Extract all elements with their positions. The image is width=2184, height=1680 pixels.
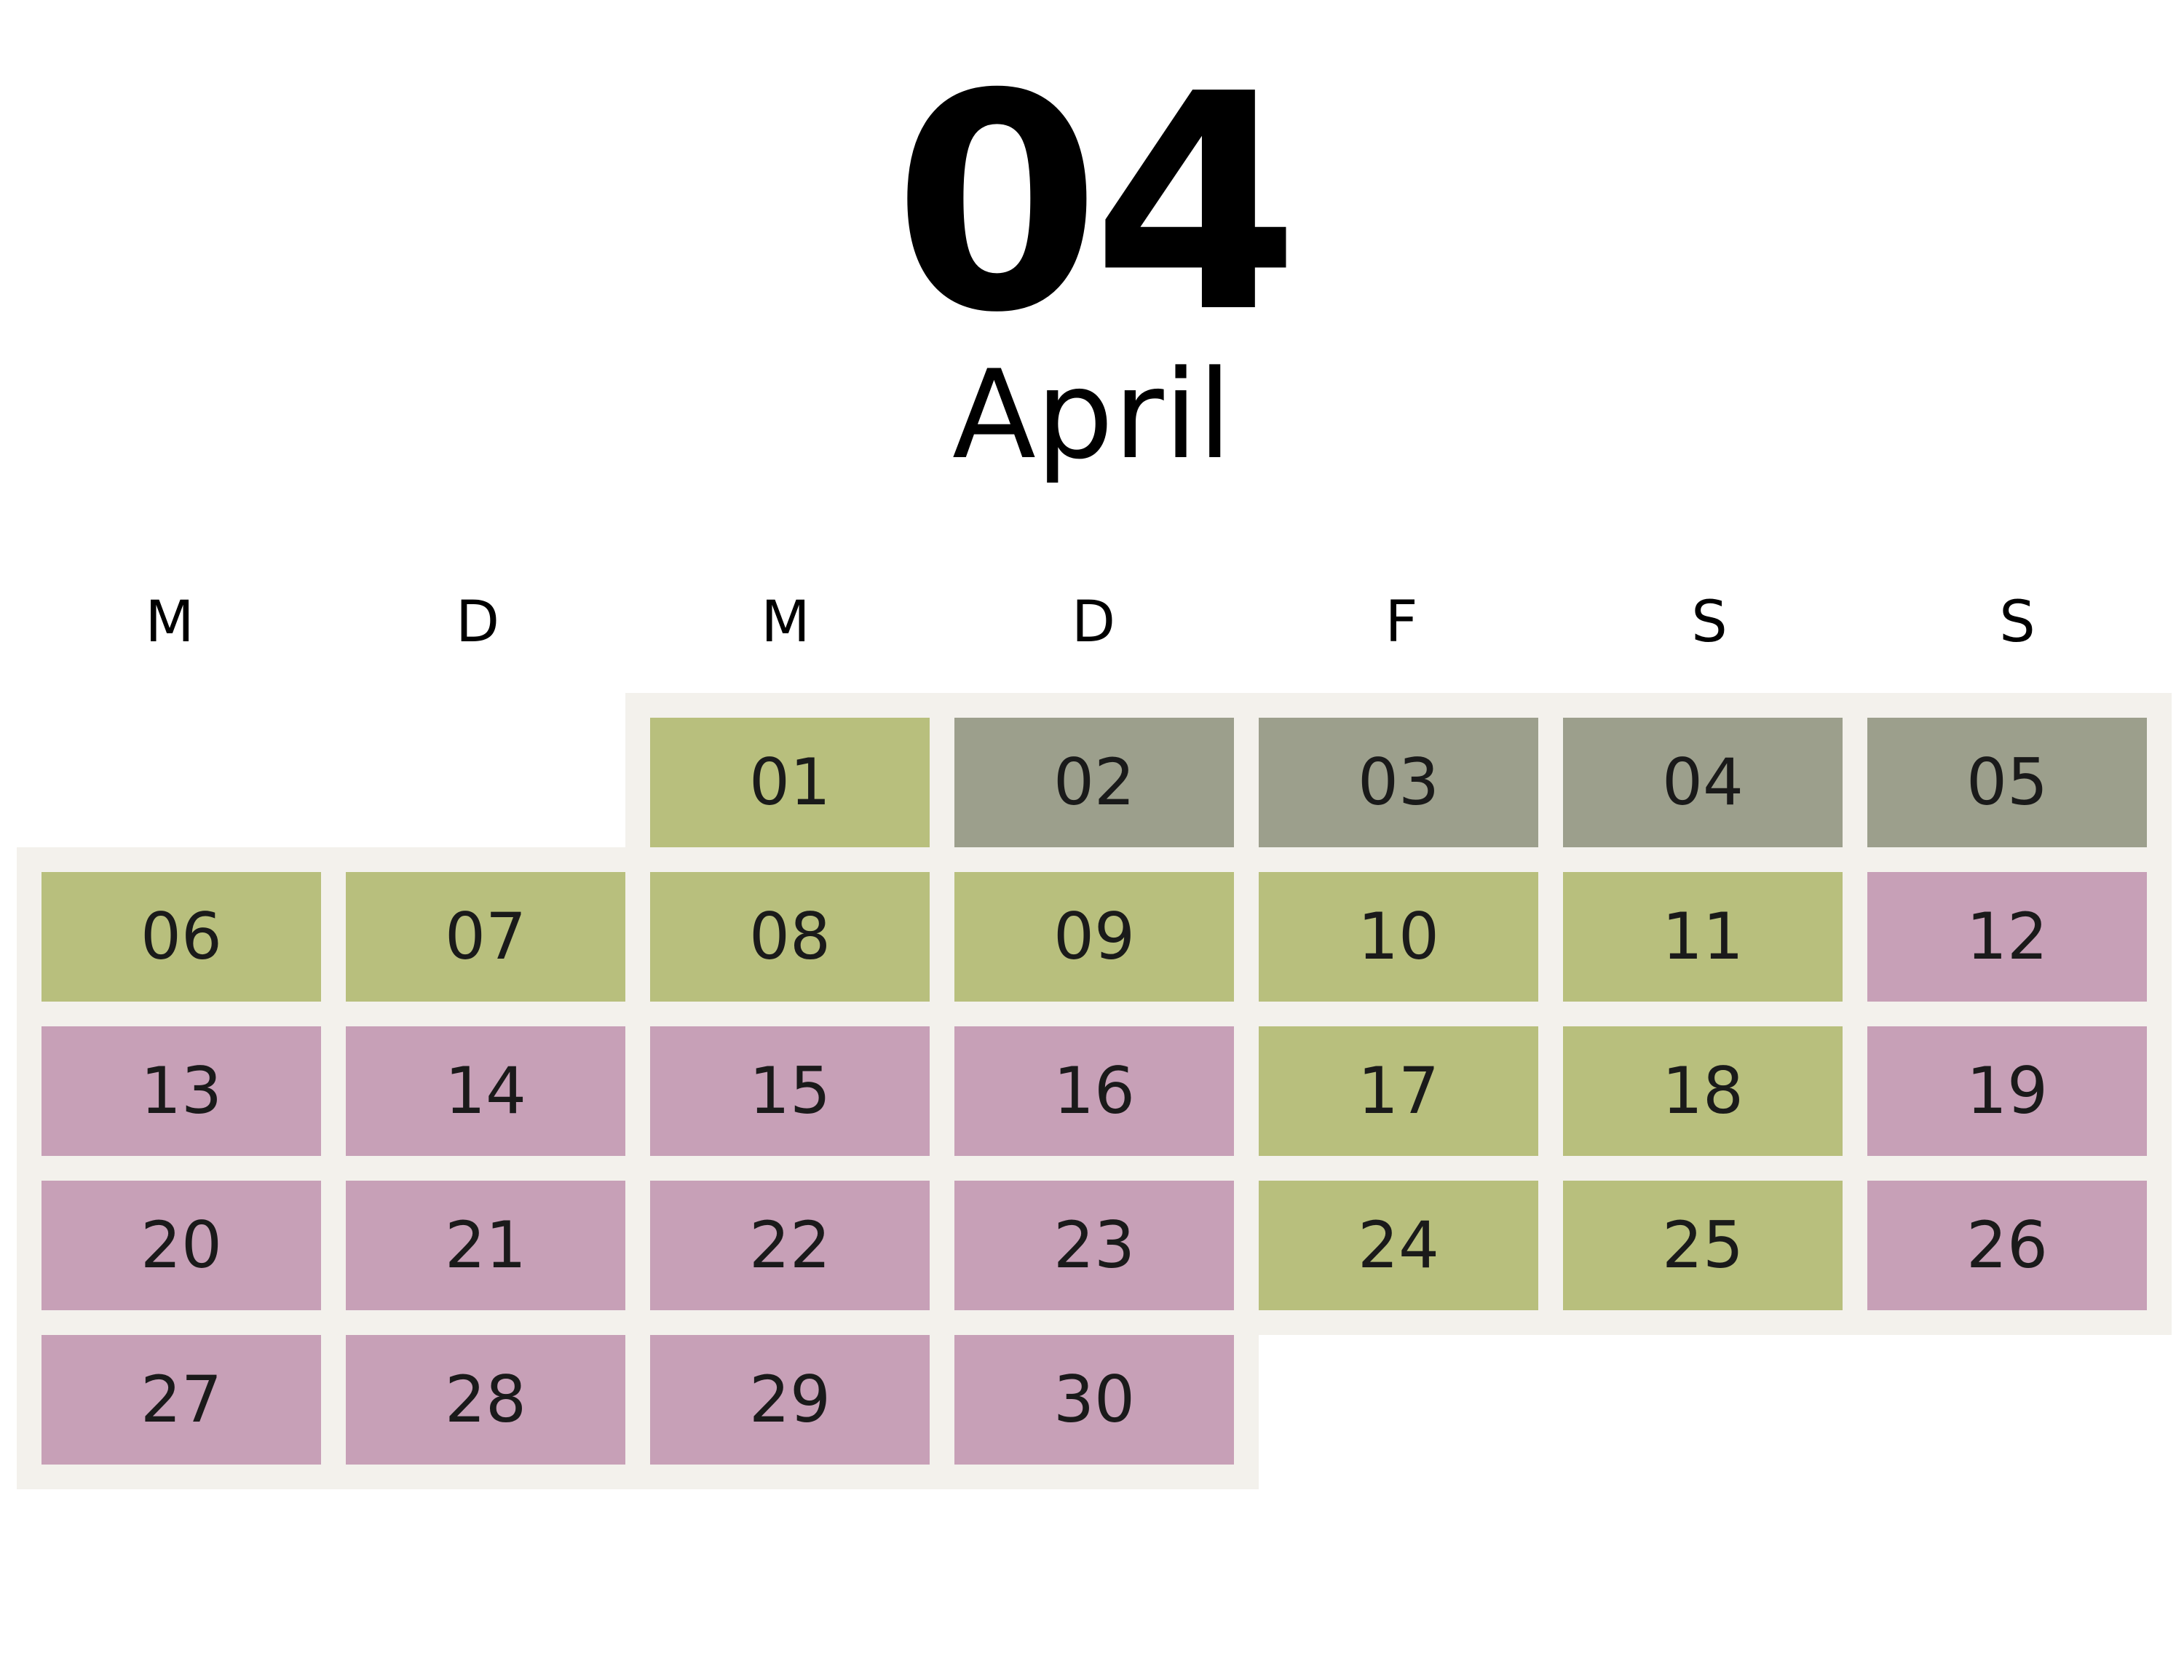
day-cell[interactable]: 07 xyxy=(346,872,625,1002)
day-cell[interactable]: 05 xyxy=(1867,718,2147,847)
day-cell[interactable]: 09 xyxy=(954,872,1234,1002)
day-cell[interactable]: 14 xyxy=(346,1026,625,1156)
day-cell[interactable]: 28 xyxy=(346,1335,625,1465)
day-cell[interactable]: 23 xyxy=(954,1181,1234,1310)
weekday-label: F xyxy=(1385,590,1418,655)
month-number: 04 xyxy=(893,30,1300,378)
day-cell[interactable]: 24 xyxy=(1259,1181,1538,1310)
weekday-label: S xyxy=(1691,590,1728,655)
day-cell[interactable]: 04 xyxy=(1563,718,1843,847)
day-cell[interactable]: 22 xyxy=(650,1181,930,1310)
day-cell[interactable]: 18 xyxy=(1563,1026,1843,1156)
day-cell[interactable]: 19 xyxy=(1867,1026,2147,1156)
weekday-label: S xyxy=(1999,590,2035,655)
day-cell[interactable]: 20 xyxy=(41,1181,321,1310)
day-cell[interactable]: 17 xyxy=(1259,1026,1538,1156)
day-cell[interactable]: 13 xyxy=(41,1026,321,1156)
day-cell[interactable]: 30 xyxy=(954,1335,1234,1465)
day-cell[interactable]: 26 xyxy=(1867,1181,2147,1310)
day-cell[interactable]: 01 xyxy=(650,718,930,847)
day-cell[interactable]: 21 xyxy=(346,1181,625,1310)
day-cell[interactable]: 10 xyxy=(1259,872,1538,1002)
day-cell[interactable]: 15 xyxy=(650,1026,930,1156)
weekday-label: D xyxy=(455,590,500,655)
weekday-label: M xyxy=(761,590,810,655)
day-cell[interactable]: 02 xyxy=(954,718,1234,847)
day-cell[interactable]: 12 xyxy=(1867,872,2147,1002)
month-name: April xyxy=(952,344,1232,486)
weekday-label: M xyxy=(145,590,194,655)
day-cell[interactable]: 11 xyxy=(1563,872,1843,1002)
day-cell[interactable]: 25 xyxy=(1563,1181,1843,1310)
day-cell[interactable]: 16 xyxy=(954,1026,1234,1156)
day-cell[interactable]: 08 xyxy=(650,872,930,1002)
day-cell[interactable]: 29 xyxy=(650,1335,930,1465)
weekday-label: D xyxy=(1071,590,1116,655)
day-cell[interactable]: 03 xyxy=(1259,718,1538,847)
day-cell[interactable]: 06 xyxy=(41,872,321,1002)
day-cell[interactable]: 27 xyxy=(41,1335,321,1465)
